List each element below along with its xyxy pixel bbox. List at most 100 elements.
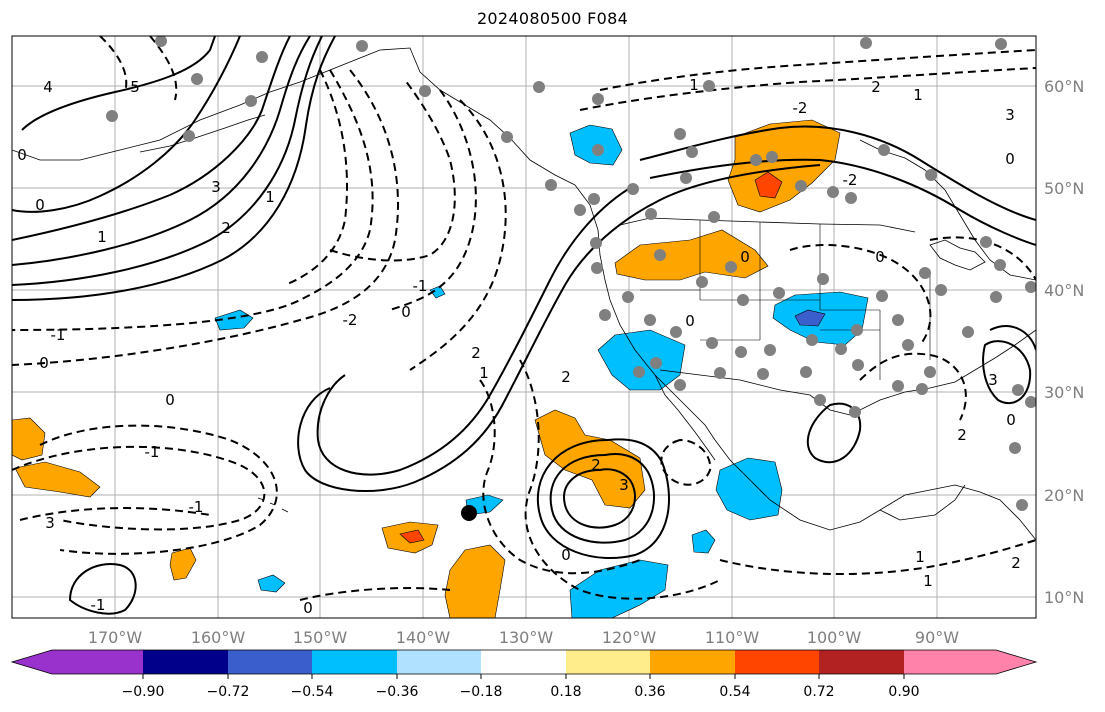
cyan-region-small2 (257, 574, 286, 593)
station-dot (419, 85, 431, 97)
contour-label: 3 (1005, 106, 1015, 124)
great-lakes (929, 239, 986, 271)
contour-label: 2 (1011, 554, 1021, 572)
contour-label: 0 (39, 354, 49, 372)
station-dot (735, 346, 747, 358)
station-dot (696, 276, 708, 288)
contour-positive (649, 158, 1036, 246)
station-dot (962, 326, 974, 338)
station-dot (245, 95, 257, 107)
contour-negative (329, 79, 456, 262)
contour-positive (21, 36, 216, 131)
station-dot (1009, 442, 1021, 454)
station-dot (533, 81, 545, 93)
station-dot (674, 379, 686, 391)
contour-label: 1 (689, 76, 699, 94)
station-dot (1025, 281, 1036, 293)
map-frame (11, 35, 1037, 619)
colorbar-segment (819, 650, 904, 674)
cyan-region-south (569, 559, 669, 618)
station-dot (545, 179, 557, 191)
station-dot (892, 314, 904, 326)
red-core-mid (399, 529, 425, 544)
contour-negative (12, 69, 374, 331)
cyan-region-mexico (715, 457, 783, 521)
contour-label: 0 (401, 303, 411, 321)
colorbar: −0.90 −0.72 −0.54 −0.36 −0.18 0.18 0.36 0.54 0.7… (10, 649, 1038, 700)
station-dot (817, 273, 829, 285)
station-dot (994, 259, 1006, 271)
contour-negative (789, 244, 932, 346)
map-title: 2024080500 F084 (476, 9, 629, 28)
colorbar-tick-label: 0.18 (550, 684, 581, 700)
station-dot (876, 290, 888, 302)
contour-label: 1 (923, 572, 933, 590)
station-dot (1025, 396, 1036, 408)
contour-positive (12, 36, 241, 213)
latitude-label: 50°N (1044, 179, 1084, 198)
bc-coast (574, 184, 1036, 541)
cyan-region-small3 (691, 529, 716, 554)
red-core-canada (754, 171, 783, 199)
contour-negative (99, 36, 178, 101)
orange-region-pacific-sub (534, 409, 646, 509)
longitude-label: 140°W (396, 628, 451, 647)
colorbar-tick-label: 0.36 (634, 684, 665, 700)
station-dot (674, 128, 686, 140)
contour-label: 2 (591, 456, 601, 474)
contour-lines (12, 36, 1036, 615)
contour-negative (12, 69, 399, 366)
station-dot (916, 383, 928, 395)
contour-negative (929, 236, 1036, 281)
contour-negative (719, 539, 1036, 576)
contour-label: -1 (51, 326, 66, 344)
latitude-label: 40°N (1044, 281, 1084, 300)
contour-negative (284, 69, 348, 286)
longitude-label: 130°W (499, 628, 554, 647)
station-dot (670, 326, 682, 338)
contour-label: 0 (1006, 411, 1016, 429)
station-dot (757, 368, 769, 380)
contour-label: 2 (871, 78, 881, 96)
station-dot (919, 267, 931, 279)
contour-positive (12, 36, 336, 301)
contour-label: 3 (988, 371, 998, 389)
contour-positive (316, 184, 636, 476)
station-dot (892, 380, 904, 392)
contour-negative (859, 352, 967, 421)
longitude-label: 100°W (807, 628, 862, 647)
contour-label: 0 (561, 546, 571, 564)
contour-positive (563, 468, 636, 529)
station-dot (980, 236, 992, 248)
station-dot (627, 183, 639, 195)
station-dot (680, 172, 692, 184)
station-dot (814, 394, 826, 406)
contour-label: 2 (957, 426, 967, 444)
contour-positive (12, 36, 291, 241)
station-dot (592, 144, 604, 156)
station-dot (806, 334, 818, 346)
aleutians (139, 114, 266, 153)
orange-region-west2 (14, 461, 101, 498)
latitude-label: 20°N (1044, 486, 1084, 505)
station-dot (924, 366, 936, 378)
colorbar-segment (904, 650, 1036, 674)
contour-label: -2 (343, 311, 358, 329)
colorbar-segment (12, 650, 143, 674)
blue-core-plains (794, 309, 826, 327)
colorbar-tick-label: 0.90 (888, 684, 919, 700)
station-dot (256, 51, 268, 63)
colorbar-tick-label: −0.54 (291, 684, 334, 700)
contour-label: 1 (97, 228, 107, 246)
contour-label: 0 (303, 599, 313, 617)
contour-label: 1 (913, 86, 923, 104)
contour-label: 1 (479, 364, 489, 382)
contour-label: 0 (740, 248, 750, 266)
contour-positive (549, 453, 655, 544)
station-dot (714, 367, 726, 379)
station-dot (800, 366, 812, 378)
observation-point-marker[interactable] (461, 505, 477, 521)
station-dot (795, 180, 807, 192)
station-dot (849, 406, 861, 418)
